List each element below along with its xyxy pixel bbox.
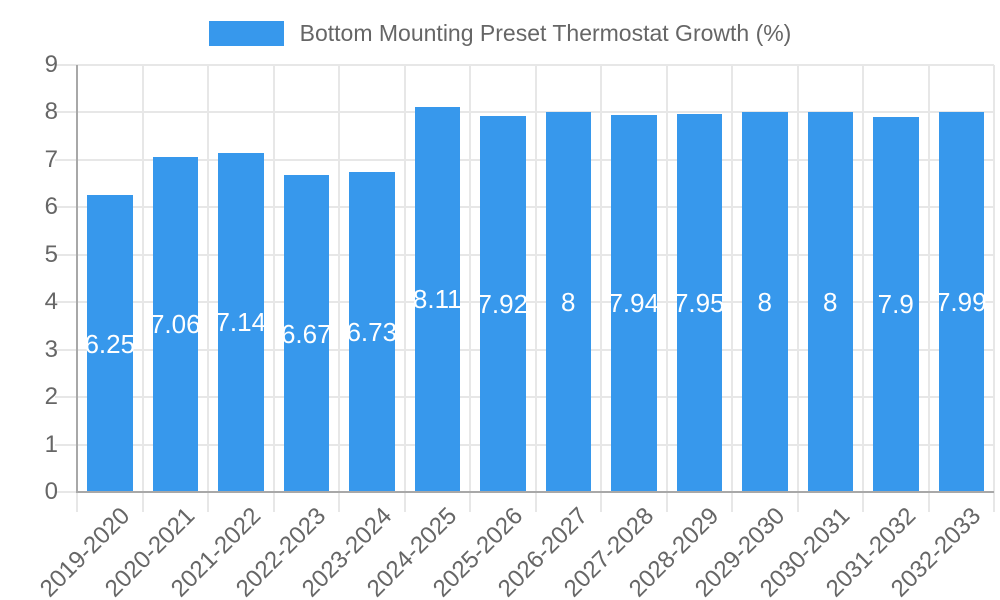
bar-value-label: 6.67 xyxy=(280,318,332,349)
legend-label: Bottom Mounting Preset Thermostat Growth… xyxy=(299,20,792,46)
bar-2023-2024[interactable] xyxy=(349,172,395,492)
bar-2026-2027[interactable] xyxy=(545,112,591,492)
x-gridline xyxy=(731,64,733,512)
y-axis-tick-label: 5 xyxy=(44,240,58,268)
y-gridline xyxy=(55,111,994,113)
bar-value-label: 6.25 xyxy=(84,328,136,359)
bar-2025-2026[interactable] xyxy=(480,115,526,492)
x-gridline xyxy=(403,64,406,512)
y-axis-tick-label: 6 xyxy=(44,193,58,220)
bar-value-label: 8 xyxy=(561,287,576,317)
x-gridline xyxy=(207,64,209,512)
x-gridline xyxy=(534,64,537,512)
x-gridline xyxy=(272,64,275,512)
bar-value-label: 7.95 xyxy=(673,288,725,319)
x-gridline xyxy=(141,64,144,512)
bar-2031-2032[interactable] xyxy=(873,116,919,492)
y-gridline xyxy=(55,63,994,66)
bar-value-label: 7.9 xyxy=(877,289,914,320)
x-gridline xyxy=(862,64,864,512)
y-axis-tick-label: 7 xyxy=(44,145,58,173)
bar-value-label: 7.92 xyxy=(477,288,529,319)
x-gridline xyxy=(993,64,995,512)
bar-value-label: 7.99 xyxy=(935,287,987,318)
bar-2029-2030[interactable] xyxy=(742,112,788,492)
bar-value-label: 8 xyxy=(757,287,772,317)
x-axis-line xyxy=(76,491,994,493)
bar-2021-2022[interactable] xyxy=(218,152,264,492)
y-axis-tick-label: 3 xyxy=(44,335,58,363)
x-gridline xyxy=(600,64,602,512)
y-axis-tick-label: 2 xyxy=(44,383,58,410)
bar-2027-2028[interactable] xyxy=(611,114,657,492)
x-gridline xyxy=(338,64,340,512)
y-axis-tick-label: 4 xyxy=(44,288,58,315)
bar-value-label: 7.06 xyxy=(149,309,201,340)
legend-item[interactable]: Bottom Mounting Preset Thermostat Growth… xyxy=(208,20,792,47)
x-gridline xyxy=(665,64,668,512)
bar-value-label: 6.73 xyxy=(346,317,398,348)
bar-value-label: 7.94 xyxy=(608,288,660,319)
bar-value-label: 8 xyxy=(823,287,838,317)
x-gridline xyxy=(927,64,930,512)
x-gridline xyxy=(469,64,471,512)
bar-value-label: 7.14 xyxy=(215,307,267,338)
y-axis-tick-label: 9 xyxy=(44,50,58,78)
chart-legend: Bottom Mounting Preset Thermostat Growth… xyxy=(0,20,1000,47)
y-axis-tick-label: 8 xyxy=(44,98,58,125)
bar-2022-2023[interactable] xyxy=(283,175,329,492)
bar-2024-2025[interactable] xyxy=(414,106,460,492)
bar-2032-2033[interactable] xyxy=(938,112,984,492)
y-axis-tick-label: 0 xyxy=(44,478,58,505)
x-gridline xyxy=(796,64,799,512)
bar-2020-2021[interactable] xyxy=(152,156,198,492)
bar-value-label: 8.11 xyxy=(412,284,462,315)
legend-swatch-icon xyxy=(208,21,284,46)
y-axis-line xyxy=(76,64,78,492)
y-axis-tick-label: 1 xyxy=(44,430,58,458)
bar-2028-2029[interactable] xyxy=(676,114,722,492)
bar-2019-2020[interactable] xyxy=(87,195,133,492)
bar-2030-2031[interactable] xyxy=(807,112,853,492)
